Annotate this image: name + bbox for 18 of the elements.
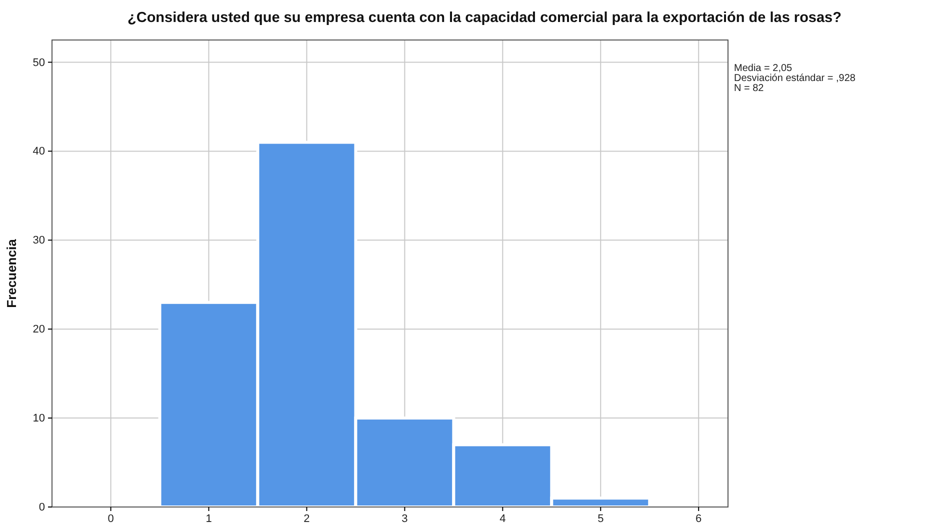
y-tick-label: 10: [32, 412, 45, 425]
x-tick-label: 4: [500, 512, 506, 524]
chart-title: ¿Considera usted que su empresa cuenta con la capacidad comercial para la exportación de las rosas?: [128, 10, 842, 26]
y-tick-label: 0: [38, 502, 45, 514]
x-tick-label: 2: [304, 512, 310, 524]
x-tick-label: 1: [206, 512, 212, 524]
y-axis-title: Frecuencia: [4, 238, 19, 308]
y-tick-label: 20: [32, 324, 45, 336]
x-tick-label: 5: [598, 512, 604, 524]
text: Desviación estándar = ,928: [734, 73, 856, 84]
x-tick-label: 6: [696, 512, 702, 524]
x-tick-label: 3: [402, 512, 408, 524]
y-tick-label: 30: [32, 234, 45, 247]
text: Media = 2,05: [734, 63, 793, 74]
y-tick-label: 50: [32, 56, 45, 69]
x-tick-label: 0: [108, 512, 114, 524]
y-tick-label: 40: [32, 146, 45, 158]
text: N = 82: [734, 83, 764, 94]
